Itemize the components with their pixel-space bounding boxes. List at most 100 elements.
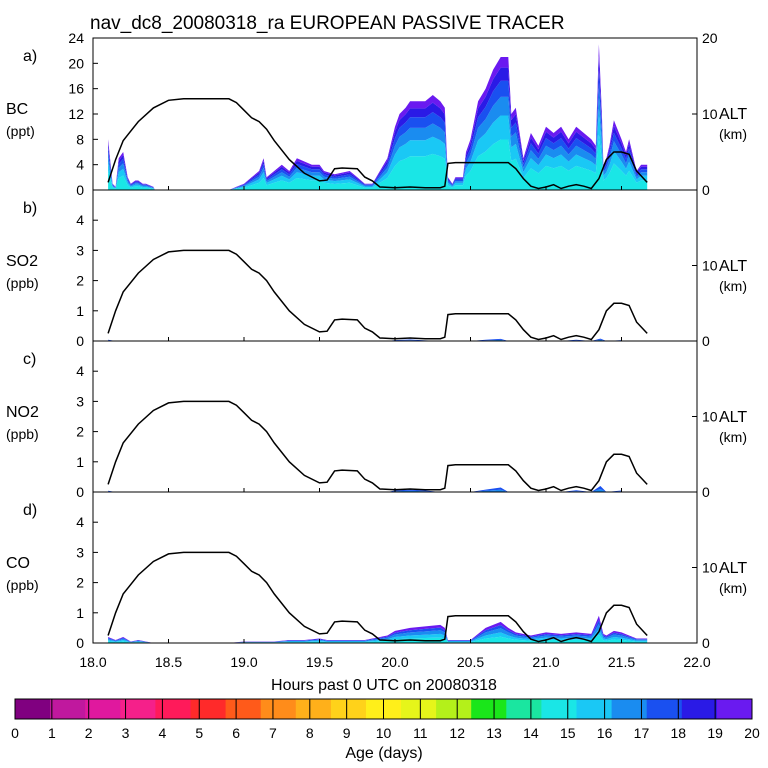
species-unit: (ppb): [6, 577, 39, 593]
colorbar-tick-label: 6: [232, 725, 240, 741]
colorbar-swatch: [50, 699, 86, 719]
species-name: SO2: [6, 253, 38, 270]
panel-letter: a): [23, 48, 37, 65]
alt-axis-unit: (km): [719, 580, 747, 596]
x-tick-label: 21.5: [608, 654, 635, 670]
colorbar-swatch: [471, 699, 507, 719]
species-unit: (ppb): [6, 275, 39, 291]
colorbar-swatch: [330, 699, 367, 719]
figure-title: nav_dc8_20080318_ra EUROPEAN PASSIVE TRA…: [90, 13, 565, 34]
alt-axis-label: ALT: [719, 560, 747, 577]
colorbar-tick-label: 7: [269, 725, 277, 741]
alt-tick-label: 10: [702, 560, 718, 576]
colorbar-tick-label: 0: [11, 725, 19, 741]
species-unit: (ppb): [6, 426, 39, 442]
y-tick-label: 24: [68, 30, 84, 46]
x-tick-label: 20.5: [457, 654, 484, 670]
colorbar-swatch: [716, 699, 753, 719]
colorbar-swatch: [646, 699, 683, 719]
colorbar-swatch: [120, 699, 156, 719]
panel-frame: [92, 189, 698, 342]
panel-letter: c): [23, 351, 36, 368]
colorbar-tick-label: 20: [744, 725, 760, 741]
colorbar-swatch: [506, 699, 542, 719]
y-tick-label: 20: [68, 55, 84, 71]
y-tick-label: 4: [76, 363, 84, 379]
x-tick-label: 18.5: [155, 654, 182, 670]
colorbar-swatch: [611, 699, 648, 719]
alt-axis-unit: (km): [719, 126, 747, 142]
y-tick-label: 1: [76, 454, 84, 470]
x-axis-label: Hours past 0 UTC on 20080318: [271, 677, 497, 694]
y-tick-label: 3: [76, 544, 84, 560]
altitude-line: [107, 98, 648, 190]
colorbar-swatch: [401, 699, 437, 719]
alt-tick-label: 0: [702, 182, 710, 198]
panels: 0481216202401020a)BC(ppt)ALT(km)01234010…: [6, 30, 747, 651]
colorbar-tick-label: 9: [343, 725, 351, 741]
y-tick-label: 1: [76, 303, 84, 319]
alt-tick-label: 0: [702, 333, 710, 349]
panel-co: 0 1 2 3 4 0 10 d) CO (ppb) ALT (km): [6, 491, 747, 651]
y-tick-label: 2: [76, 424, 84, 440]
colorbar-label: Age (days): [345, 745, 422, 762]
colorbar-tick-label: 16: [597, 725, 613, 741]
x-axis: 18.0 18.5 19.0 19.5 20.0 20.5 21.0 21.5 22.0: [79, 654, 710, 670]
colorbar-tick-label: 8: [306, 725, 314, 741]
alt-axis-label: ALT: [719, 258, 747, 275]
alt-tick-label: 10: [702, 409, 718, 425]
y-tick-label: 4: [76, 514, 84, 530]
y-tick-label: 3: [76, 393, 84, 409]
colorbar-tick-label: 13: [486, 725, 502, 741]
x-tick-label: 22.0: [683, 654, 710, 670]
colorbar-swatch: [190, 699, 227, 719]
altitude-line: [107, 400, 648, 492]
y-tick-label: 12: [68, 106, 84, 122]
y-tick-label: 16: [68, 81, 84, 97]
colorbar-tick-label: 17: [634, 725, 650, 741]
age-layer-3: [108, 624, 648, 643]
x-tick-label: 19.5: [306, 654, 333, 670]
panel-so2: 0 1 2 3 4 0 10 b) SO2 (ppb) ALT (km): [6, 189, 747, 349]
alt-axis-unit: (km): [719, 429, 747, 445]
colorbar-swatch: [295, 699, 332, 719]
species-unit: (ppt): [6, 123, 35, 139]
alt-axis-unit: (km): [719, 278, 747, 294]
x-tick-label: 21.0: [532, 654, 559, 670]
species-name: CO: [6, 555, 30, 572]
y-tick-label: 0: [76, 182, 84, 198]
colorbar-swatch: [225, 699, 262, 719]
y-tick-label: 4: [76, 212, 84, 228]
y-tick-label: 0: [76, 484, 84, 500]
y-tick-label: 8: [76, 131, 84, 147]
x-tick-label: 20.0: [381, 654, 408, 670]
alt-axis-label: ALT: [719, 106, 747, 123]
colorbar-tick-label: 14: [523, 725, 539, 741]
colorbar-swatch: [576, 699, 613, 719]
panel-no2: 0 1 2 3 4 0 10 c) NO2 (ppb) ALT (km): [6, 340, 747, 500]
colorbar-swatch: [15, 699, 51, 719]
alt-tick-label: 10: [702, 258, 718, 274]
x-tick-label: 18.0: [79, 654, 106, 670]
y-tick-label: 0: [76, 333, 84, 349]
panel-bc: 0 4 8 12 16 20 24 0 10 20 a) BC (ppt) ALT (km): [6, 30, 747, 198]
colorbar-tick-label: 1: [48, 725, 56, 741]
colorbar-tick-label: 10: [376, 725, 392, 741]
y-tick-label: 4: [76, 157, 84, 173]
x-tick-label: 19.0: [230, 654, 257, 670]
colorbar-swatch: [85, 699, 121, 719]
panel-frame: [92, 340, 698, 493]
colorbar-tick-label: 18: [671, 725, 687, 741]
panel-letter: b): [23, 200, 37, 217]
colorbar-tick-label: 3: [122, 725, 130, 741]
panel-frame: [92, 491, 698, 644]
colorbar-swatch: [260, 699, 297, 719]
y-tick-label: 2: [76, 575, 84, 591]
y-tick-label: 3: [76, 242, 84, 258]
colorbar-swatch: [155, 699, 191, 719]
panel-letter: d): [23, 502, 37, 519]
colorbar-tick-label: 5: [195, 725, 203, 741]
y-tick-label: 0: [76, 635, 84, 651]
colorbar-swatch: [436, 699, 472, 719]
colorbar-tick-label: 11: [413, 725, 428, 741]
